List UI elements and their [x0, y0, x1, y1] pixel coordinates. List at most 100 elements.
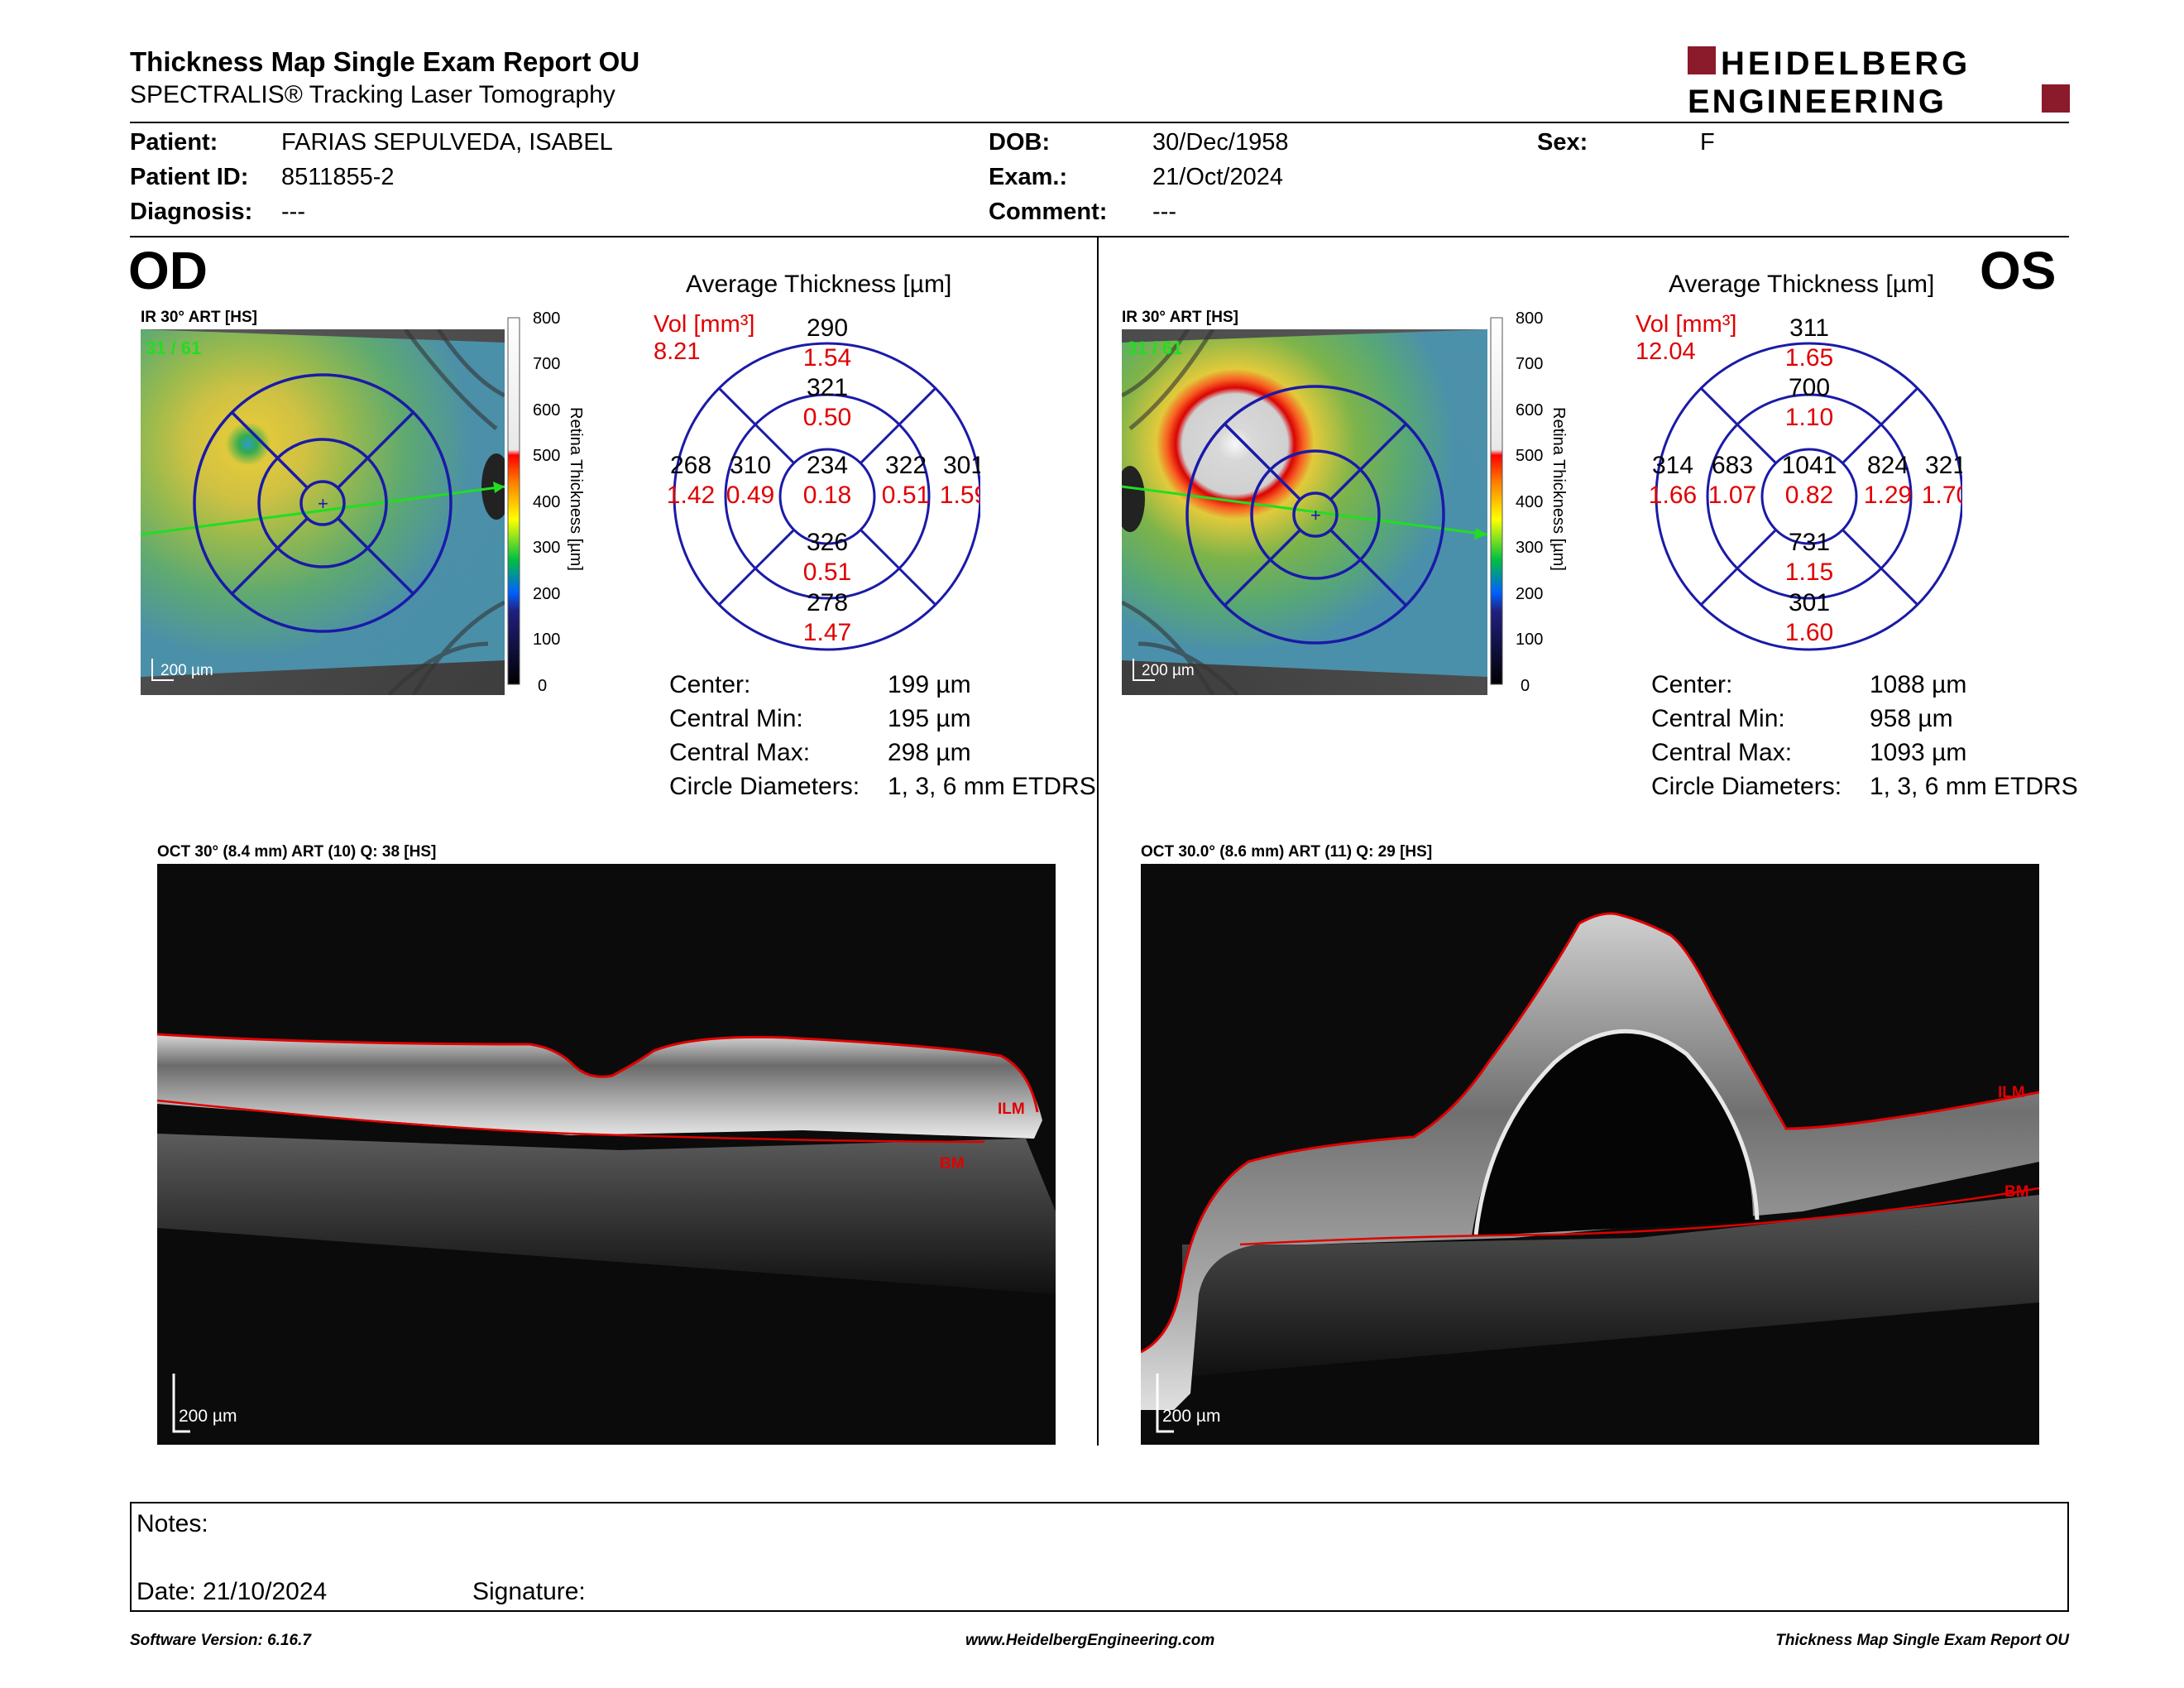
od-outer-left-volume: 1.42 — [667, 482, 715, 509]
od-colorbar-title: Retina Thickness [µm] — [567, 407, 585, 571]
notes-box[interactable]: Notes: Date: 21/10/2024 Signature: — [130, 1502, 2069, 1612]
od-inner-left-thickness: 310 — [730, 452, 771, 479]
os-vol-label: Vol [mm³] — [1636, 311, 1736, 338]
os-colorbar-title: Retina Thickness [µm] — [1549, 407, 1568, 571]
os-oct-detachment — [1472, 1031, 1753, 1236]
od-vessels — [387, 329, 505, 695]
os-thickness-map: + 31 / 61 200 µm — [1122, 329, 1487, 695]
logo-text-bottom: ENGINEERING — [1688, 84, 1947, 116]
os-stat-value: 1088 µm — [1870, 671, 1967, 698]
od-heatmap — [141, 329, 505, 677]
os-ir-label: IR 30° ART [HS] — [1122, 309, 1238, 326]
os-etdrs-chart: Vol [mm³] 12.04 311 1.65 700 1.10 1041 0… — [1636, 311, 1962, 651]
od-stat-label: Central Min: — [669, 705, 803, 732]
od-bm-line — [157, 1099, 985, 1144]
comment-label: Comment: — [989, 199, 1108, 225]
comment-value: --- — [1152, 199, 1176, 225]
od-frame-count: 31 / 61 — [146, 338, 201, 358]
od-stat-label: Center: — [669, 671, 751, 698]
od-optic-disc — [481, 453, 505, 520]
od-center-volume: 0.18 — [803, 482, 851, 509]
od-ilm-line — [157, 1033, 1039, 1113]
od-stat-label: Circle Diameters: — [669, 773, 860, 800]
os-frame-count: 31 / 61 — [1127, 338, 1182, 358]
od-stat-value: 1, 3, 6 mm ETDRS — [888, 773, 1096, 800]
os-inner-left-volume: 1.07 — [1708, 482, 1756, 509]
od-cb-tick: 200 — [533, 585, 560, 603]
od-colorbar: 800 700 600 500 400 300 200 100 0 Retina… — [507, 309, 585, 695]
os-eye-label: OS — [1980, 241, 2057, 300]
os-inner-right-volume: 1.29 — [1864, 482, 1912, 509]
od-ir-label: IR 30° ART [HS] — [141, 309, 257, 326]
os-cb-tick: 0 — [1521, 677, 1530, 695]
od-inner-inf-volume: 0.51 — [803, 559, 851, 586]
od-cb-tick: 700 — [533, 355, 560, 373]
os-cb-tick: 700 — [1516, 355, 1543, 373]
dob-value: 30/Dec/1958 — [1152, 129, 1289, 156]
os-oct-choroid — [1182, 1195, 2039, 1377]
os-cb-tick: 100 — [1516, 631, 1543, 649]
os-bm-line — [1239, 1187, 2039, 1246]
od-stat-value: 195 µm — [888, 705, 971, 732]
od-bm-label: BM — [940, 1155, 965, 1172]
os-scan-line — [1122, 485, 1487, 536]
os-stat-value: 1093 µm — [1870, 739, 1967, 766]
od-avg-title: Average Thickness [µm] — [686, 271, 952, 298]
od-oct-scale-label: 200 µm — [179, 1407, 237, 1426]
os-colorbar-ticks: 800 700 600 500 400 300 200 100 0 — [1516, 309, 1543, 695]
os-avg-title: Average Thickness [µm] — [1669, 271, 1935, 298]
od-map-etdrs-grid — [193, 373, 453, 633]
od-outer-sup-thickness: 290 — [807, 314, 848, 342]
od-inner-sup-thickness: 321 — [807, 374, 848, 401]
od-center-cross-icon: + — [318, 493, 328, 514]
report-subtitle: SPECTRALIS® Tracking Laser Tomography — [130, 81, 615, 108]
od-outer-left-thickness: 268 — [670, 452, 711, 479]
od-inner-right-thickness: 322 — [885, 452, 927, 479]
od-cb-tick: 400 — [533, 493, 560, 511]
logo-square-top — [1688, 46, 1716, 74]
header-divider — [130, 122, 2069, 123]
od-ilm-label: ILM — [998, 1101, 1025, 1118]
os-ilm-label: ILM — [1998, 1084, 2025, 1101]
od-vol-total: 8.21 — [654, 338, 700, 365]
os-inner-sup-thickness: 700 — [1789, 374, 1830, 401]
od-scan-line — [141, 485, 505, 536]
exam-label: Exam.: — [989, 164, 1068, 190]
os-stat-label: Central Max: — [1651, 739, 1793, 766]
od-scan-arrow-icon — [493, 482, 505, 493]
od-vol-label: Vol [mm³] — [654, 311, 754, 338]
od-outer-right-thickness: 301 — [943, 452, 980, 479]
od-inner-inf-thickness: 326 — [807, 529, 848, 556]
os-inner-inf-thickness: 731 — [1789, 529, 1830, 556]
od-colorbar-ticks: 800 700 600 500 400 300 200 100 0 — [533, 309, 560, 695]
signature-label: Signature: — [472, 1578, 586, 1605]
os-colorbar: 800 700 600 500 400 300 200 100 0 Retina… — [1490, 309, 1568, 695]
os-map-etdrs-grid — [1185, 385, 1445, 645]
footer-url[interactable]: www.HeidelbergEngineering.com — [965, 1632, 1215, 1649]
od-cb-tick: 0 — [538, 677, 547, 695]
od-stat-label: Central Max: — [669, 739, 811, 766]
os-oct-label: OCT 30.0° (8.6 mm) ART (11) Q: 29 [HS] — [1141, 843, 1433, 861]
os-inner-left-thickness: 683 — [1712, 452, 1753, 479]
od-outer-inf-thickness: 278 — [807, 589, 848, 616]
os-outer-right-volume: 1.70 — [1922, 482, 1962, 509]
od-etdrs-grid — [673, 342, 980, 651]
diagnosis-value: --- — [281, 199, 305, 225]
od-inner-left-volume: 0.49 — [726, 482, 774, 509]
report-title: Thickness Map Single Exam Report OU — [130, 46, 640, 77]
os-scan-arrow-icon — [1474, 528, 1487, 539]
patient-id: 8511855-2 — [281, 164, 395, 190]
os-vessels — [1122, 329, 1239, 695]
logo-text-top: HEIDELBERG — [1721, 46, 1971, 82]
od-outer-sup-volume: 1.54 — [803, 344, 851, 372]
od-oct-scalebar-icon — [172, 1374, 190, 1433]
os-stat-label: Circle Diameters: — [1651, 773, 1842, 800]
heidelberg-logo: HEIDELBERG ENGINEERING — [1688, 46, 2070, 116]
os-colorbar-gradient — [1490, 317, 1503, 685]
diagnosis-label: Diagnosis: — [130, 199, 253, 225]
os-outer-left-volume: 1.66 — [1649, 482, 1697, 509]
od-cb-tick: 500 — [533, 447, 560, 465]
sex-label: Sex: — [1537, 129, 1588, 156]
os-oct-scan: ILM BM 200 µm — [1141, 864, 2039, 1445]
od-map-scalebar-icon — [151, 659, 174, 681]
